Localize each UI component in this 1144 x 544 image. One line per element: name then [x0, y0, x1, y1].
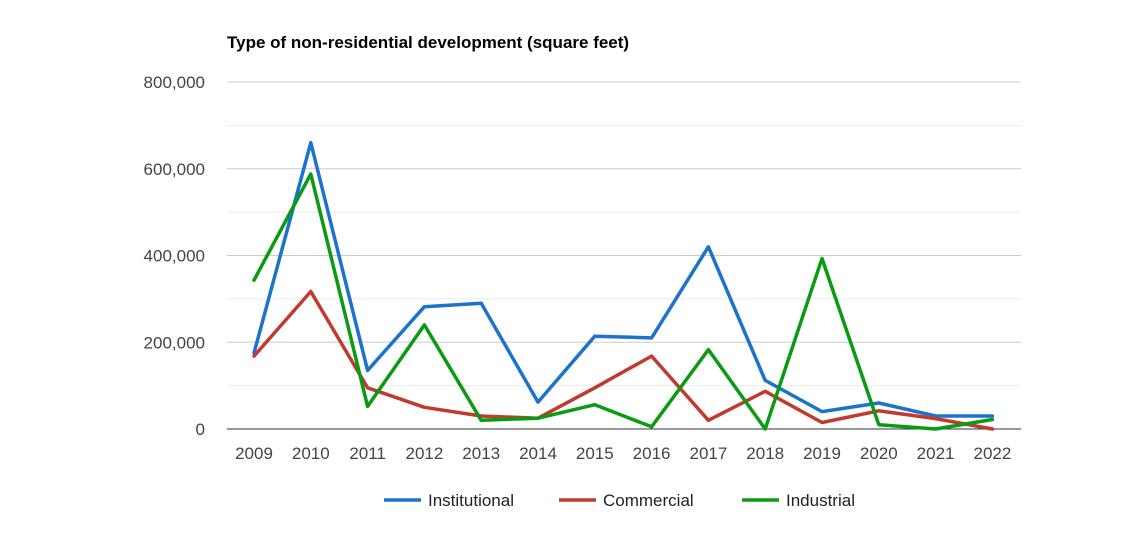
gridlines: [227, 81, 1021, 387]
y-tick-label: 0: [196, 420, 205, 439]
x-tick-label: 2013: [462, 444, 500, 463]
y-tick-label: 800,000: [144, 73, 205, 92]
x-tick-label: 2014: [519, 444, 557, 463]
y-tick-label: 200,000: [144, 333, 205, 352]
x-tick-label: 2009: [235, 444, 273, 463]
x-tick-label: 2020: [860, 444, 898, 463]
x-tick-label: 2022: [973, 444, 1011, 463]
legend: Institutional Commercial Industrial: [384, 491, 855, 510]
y-tick-label: 600,000: [144, 160, 205, 179]
x-tick-label: 2010: [292, 444, 330, 463]
x-tick-label: 2012: [405, 444, 443, 463]
y-tick-label: 400,000: [144, 247, 205, 266]
y-axis-ticks: 0 200,000 400,000 600,000 800,000: [144, 73, 205, 439]
x-tick-label: 2016: [633, 444, 671, 463]
series-line-institutional: [252, 140, 995, 418]
x-axis-ticks: 2009 2010 2011 2012 2013 2014 2015 2016 2017 2018…: [235, 444, 1011, 463]
series-line-industrial: [252, 172, 995, 431]
series-lines: [252, 140, 995, 431]
x-tick-label: 2011: [349, 444, 386, 463]
x-tick-label: 2015: [576, 444, 614, 463]
x-tick-label: 2017: [689, 444, 727, 463]
x-tick-label: 2018: [746, 444, 784, 463]
chart-title: Type of non-residential development (squ…: [227, 33, 629, 52]
x-tick-label: 2021: [917, 444, 955, 463]
legend-label-institutional: Institutional: [428, 491, 514, 510]
legend-label-industrial: Industrial: [786, 491, 855, 510]
legend-label-commercial: Commercial: [603, 491, 694, 510]
x-tick-label: 2019: [803, 444, 841, 463]
